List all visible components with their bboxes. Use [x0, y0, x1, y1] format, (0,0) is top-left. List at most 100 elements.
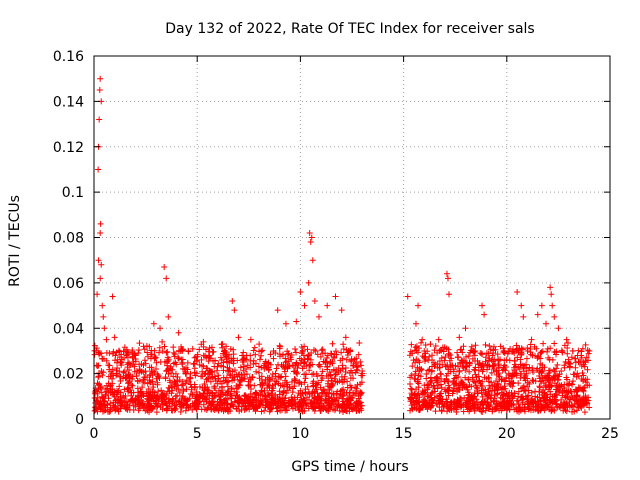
band-point-2682	[237, 364, 244, 371]
band-point-3100	[345, 402, 352, 409]
band-point-2981	[112, 402, 119, 409]
band-point-1558	[153, 409, 160, 416]
band-point-1955	[487, 394, 494, 401]
band-point-1747	[258, 377, 265, 384]
band-point-2178	[124, 361, 131, 368]
data-point-0-9	[97, 220, 104, 227]
band-point-408	[159, 348, 166, 355]
band-point-2970	[229, 368, 236, 375]
data-point-0-62	[421, 347, 428, 354]
band-point-3182	[544, 401, 551, 408]
band-point-2754	[412, 359, 419, 366]
data-point-0-13	[100, 313, 107, 320]
band-point-2365	[538, 378, 545, 385]
band-point-2734	[339, 376, 346, 383]
y-tick-label-3: 0.06	[53, 276, 84, 292]
band-point-2194	[250, 360, 257, 367]
band-point-1189	[267, 351, 274, 358]
band-point-2702	[203, 354, 210, 361]
band-point-2927	[463, 383, 470, 390]
band-point-1138	[228, 384, 235, 391]
band-point-2158	[542, 382, 549, 389]
data-point-0-55	[346, 347, 353, 354]
band-point-2210	[499, 367, 506, 374]
band-point-2744	[419, 404, 426, 411]
band-point-2725	[354, 367, 361, 374]
data-point-0-71	[479, 302, 486, 309]
band-point-2159	[115, 396, 122, 403]
x-tick-label-0: 0	[90, 426, 99, 442]
band-point-2776	[109, 380, 116, 387]
band-point-1395	[455, 374, 462, 381]
band-point-1990	[495, 364, 502, 371]
band-point-1318	[450, 387, 457, 394]
band-point-2882	[509, 373, 516, 380]
band-point-2481	[179, 365, 186, 372]
band-point-2763	[311, 346, 318, 353]
band-point-2755	[240, 367, 247, 374]
band-point-1893	[282, 373, 289, 380]
band-point-1938	[202, 346, 209, 353]
band-point-2304	[291, 375, 298, 382]
band-point-2622	[467, 395, 474, 402]
band-point-1532	[299, 365, 306, 372]
band-point-3109	[151, 392, 158, 399]
band-point-3002	[540, 401, 547, 408]
band-point-1641	[300, 395, 307, 402]
band-point-3184	[278, 407, 285, 414]
data-point-0-75	[505, 347, 512, 354]
band-point-2603	[189, 391, 196, 398]
band-point-2115	[306, 396, 313, 403]
band-point-2255	[146, 364, 153, 371]
band-point-2912	[412, 344, 419, 351]
band-point-2906	[579, 396, 586, 403]
band-point-2990	[209, 399, 216, 406]
band-point-1197	[235, 384, 242, 391]
band-point-995	[482, 398, 489, 405]
band-point-2357	[553, 351, 560, 358]
band-point-1859	[519, 362, 526, 369]
band-point-2558	[317, 384, 324, 391]
band-point-1757	[429, 352, 436, 359]
band-point-2249	[355, 407, 362, 414]
data-point-0-12	[99, 302, 106, 309]
band-point-2657	[245, 400, 252, 407]
band-point-2478	[512, 363, 519, 370]
band-point-2929	[527, 351, 534, 358]
band-point-2891	[194, 353, 201, 360]
y-tick-label-1: 0.02	[53, 367, 84, 383]
band-point-2439	[140, 362, 147, 369]
data-point-0-70	[470, 347, 477, 354]
band-point-1603	[349, 369, 356, 376]
data-point-0-53	[338, 307, 345, 314]
band-point-2884	[453, 380, 460, 387]
band-point-1622	[118, 397, 125, 404]
band-point-3095	[476, 360, 483, 367]
band-point-1132	[431, 363, 438, 370]
band-point-2706	[438, 407, 445, 414]
band-point-2873	[517, 374, 524, 381]
band-point-1519	[166, 377, 173, 384]
band-point-2769	[111, 393, 118, 400]
band-point-1392	[198, 406, 205, 413]
data-point-0-33	[229, 298, 236, 305]
data-point-0-48	[305, 279, 312, 286]
data-point-0-44	[306, 229, 313, 236]
band-point-2215	[293, 369, 300, 376]
band-point-2012	[479, 402, 486, 409]
band-point-1258	[107, 373, 114, 380]
band-point-2273	[106, 366, 113, 373]
band-point-2601	[288, 378, 295, 385]
band-point-808	[258, 388, 265, 395]
band-point-2958	[563, 400, 570, 407]
band-point-3061	[565, 356, 572, 363]
band-point-2922	[341, 407, 348, 414]
band-point-2799	[164, 358, 171, 365]
band-point-2528	[257, 352, 264, 359]
band-point-2626	[149, 381, 156, 388]
band-point-423	[170, 349, 177, 356]
band-point-3040	[511, 357, 518, 364]
band-point-2512	[226, 371, 233, 378]
band-point-1275	[417, 373, 424, 380]
band-point-2785	[448, 399, 455, 406]
